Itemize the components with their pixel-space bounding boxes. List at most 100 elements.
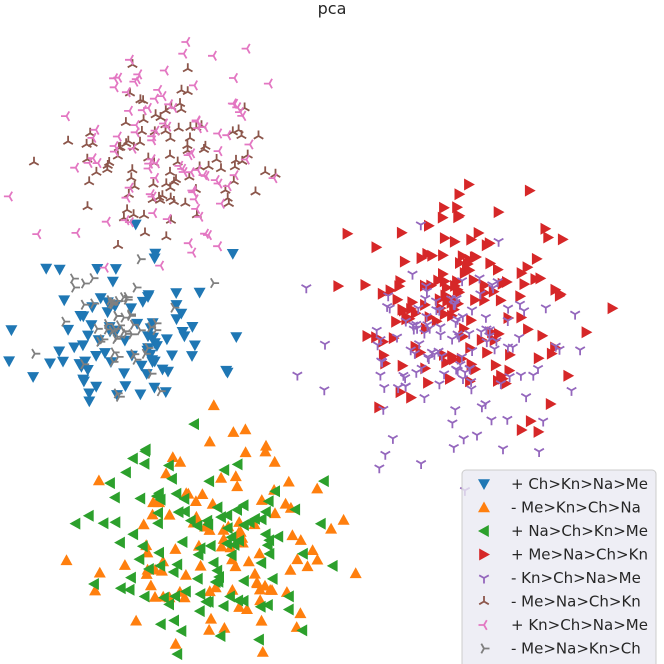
scatter-point-series-3 — [253, 633, 264, 646]
scatter-point-series-8 — [136, 253, 146, 265]
scatter-point-series-6 — [200, 140, 211, 150]
scatter-point-series-6 — [233, 124, 244, 134]
scatter-point-series-7 — [178, 166, 188, 178]
scatter-point-series-7 — [121, 192, 131, 203]
scatter-point-series-5 — [292, 371, 303, 381]
scatter-point-series-5 — [569, 310, 581, 320]
scatter-point-series-3 — [263, 547, 275, 560]
scatter-point-series-4 — [504, 364, 516, 377]
scatter-point-series-2 — [291, 553, 304, 565]
scatter-point-series-4 — [442, 295, 454, 307]
scatter-point-series-4 — [490, 359, 502, 372]
scatter-point-series-2 — [255, 494, 268, 505]
scatter-point-series-6 — [215, 163, 227, 173]
scatter-point-series-5 — [475, 290, 486, 300]
scatter-point-series-5 — [392, 383, 404, 393]
scatter-point-series-7 — [178, 48, 188, 59]
scatter-point-series-8 — [120, 312, 130, 323]
scatter-point-series-3 — [237, 499, 249, 512]
scatter-point-series-4 — [563, 369, 575, 382]
legend-marker-1 — [478, 479, 490, 490]
scatter-point-series-6 — [28, 156, 40, 166]
scatter-point-series-2 — [174, 455, 187, 467]
scatter-point-series-8 — [170, 302, 180, 313]
scatter-point-series-5 — [474, 274, 485, 284]
scatter-point-series-5 — [400, 317, 412, 327]
scatter-point-series-6 — [135, 94, 146, 104]
scatter-point-series-5 — [422, 353, 434, 363]
scatter-point-series-5 — [419, 393, 430, 403]
scatter-point-series-7 — [268, 172, 278, 184]
scatter-point-series-4 — [516, 424, 528, 436]
scatter-point-series-5 — [554, 345, 565, 355]
scatter-point-series-4 — [469, 251, 481, 264]
scatter-point-series-3 — [175, 625, 187, 637]
scatter-point-series-1 — [5, 325, 18, 337]
scatter-point-series-7 — [101, 216, 111, 227]
scatter-point-series-2 — [203, 585, 216, 597]
scatter-point-series-1 — [53, 346, 66, 358]
scatter-point-series-2 — [169, 543, 182, 554]
scatter-point-series-3 — [69, 517, 81, 530]
legend-marker-6 — [478, 596, 490, 606]
scatter-point-series-6 — [148, 178, 159, 188]
scatter-point-series-3 — [143, 563, 154, 575]
scatter-point-series-7 — [155, 260, 165, 271]
scatter-point-series-3 — [207, 556, 219, 569]
scatter-point-series-7 — [181, 36, 191, 48]
scatter-point-series-4 — [546, 347, 558, 360]
scatter-point-series-3 — [232, 594, 244, 607]
scatter-point-series-5 — [456, 353, 468, 363]
scatter-point-series-3 — [283, 590, 294, 603]
scatter-point-series-3 — [218, 464, 230, 476]
scatter-point-series-3 — [120, 466, 131, 479]
scatter-point-series-6 — [250, 186, 261, 196]
scatter-point-series-5 — [502, 304, 514, 314]
scatter-point-series-3 — [163, 598, 174, 611]
scatter-point-series-4 — [524, 184, 536, 197]
scatter-point-series-4 — [519, 278, 531, 291]
scatter-point-series-5 — [438, 370, 450, 380]
scatter-point-series-2 — [93, 566, 106, 578]
scatter-point-series-1 — [226, 249, 239, 260]
scatter-point-series-4 — [470, 294, 481, 306]
scatter-point-series-1 — [94, 293, 107, 305]
scatter-point-series-5 — [456, 277, 468, 287]
scatter-point-series-2 — [160, 467, 173, 479]
scatter-point-series-3 — [172, 506, 184, 519]
scatter-point-series-8 — [210, 277, 220, 289]
scatter-point-series-1 — [188, 340, 201, 352]
scatter-point-series-1 — [90, 381, 103, 393]
scatter-point-series-8 — [136, 325, 146, 336]
scatter-point-series-5 — [424, 324, 435, 334]
scatter-point-series-4 — [416, 252, 428, 265]
scatter-point-series-1 — [44, 358, 56, 370]
scatter-point-series-5 — [492, 278, 503, 287]
scatter-point-series-5 — [466, 385, 477, 395]
scatter-point-series-4 — [523, 323, 534, 336]
scatter-point-series-1 — [57, 356, 69, 368]
scatter-point-series-4 — [438, 249, 449, 262]
scatter-point-series-8 — [80, 299, 90, 310]
scatter-point-series-7 — [147, 131, 157, 142]
scatter-point-series-5 — [301, 284, 312, 294]
legend-label-8: - Me>Na>Kn>Ch — [511, 640, 641, 658]
scatter-point-series-6 — [103, 157, 115, 167]
scatter-point-series-1 — [90, 351, 103, 362]
scatter-point-series-7 — [203, 229, 213, 241]
scatter-point-series-2 — [207, 399, 220, 411]
scatter-point-series-8 — [113, 310, 123, 322]
scatter-point-series-1 — [118, 368, 131, 380]
scatter-point-series-6 — [182, 86, 193, 96]
scatter-point-series-4 — [482, 346, 493, 359]
scatter-point-series-5 — [319, 340, 331, 350]
scatter-point-series-5 — [380, 450, 391, 460]
scatter-point-series-7 — [208, 50, 217, 61]
scatter-point-series-2 — [337, 513, 350, 525]
scatter-point-series-1 — [125, 303, 138, 315]
scatter-point-series-1 — [85, 320, 98, 332]
scatter-point-series-6 — [82, 201, 93, 211]
scatter-point-series-7 — [150, 125, 160, 136]
scatter-point-series-4 — [450, 279, 461, 292]
scatter-point-series-3 — [255, 513, 267, 526]
